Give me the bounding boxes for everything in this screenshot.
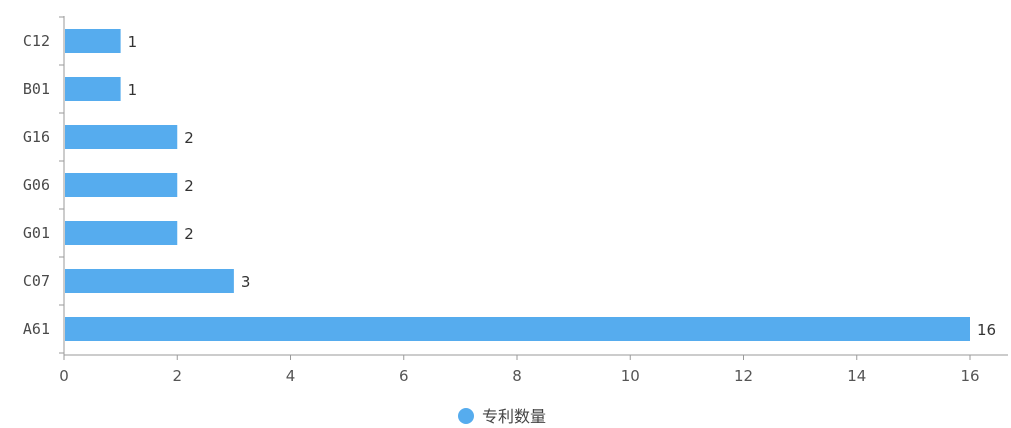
bar-a61[interactable] <box>65 317 970 341</box>
y-tick-label: G01 <box>23 224 50 242</box>
bar-g16[interactable] <box>65 125 177 149</box>
bar-c07[interactable] <box>65 269 234 293</box>
x-tick-label: 6 <box>399 367 409 385</box>
bar-g06[interactable] <box>65 173 177 197</box>
y-tick-label: G16 <box>23 128 50 146</box>
data-label: 2 <box>184 177 194 195</box>
data-label: 2 <box>184 225 194 243</box>
legend[interactable]: 专利数量 <box>458 407 546 426</box>
data-label: 2 <box>184 129 194 147</box>
legend-marker-icon <box>458 408 474 424</box>
y-tick-label: B01 <box>23 80 50 98</box>
bar-b01[interactable] <box>65 77 121 101</box>
y-tick-label: G06 <box>23 176 50 194</box>
data-label: 1 <box>128 33 138 51</box>
x-tick-label: 16 <box>960 367 979 385</box>
axes-layer <box>64 16 1008 355</box>
x-tick-label: 4 <box>286 367 296 385</box>
data-label: 16 <box>977 321 996 339</box>
legend-label: 专利数量 <box>482 407 546 426</box>
y-tick-label: A61 <box>23 320 50 338</box>
bar-g01[interactable] <box>65 221 177 245</box>
y-tick-label: C12 <box>23 32 50 50</box>
x-tick-label: 10 <box>621 367 640 385</box>
data-label: 1 <box>128 81 138 99</box>
x-tick-label: 12 <box>734 367 753 385</box>
bars-layer <box>65 29 970 341</box>
bar-c12[interactable] <box>65 29 121 53</box>
x-tick-label: 0 <box>59 367 69 385</box>
data-label: 3 <box>241 273 251 291</box>
x-tick-label: 2 <box>172 367 182 385</box>
x-tick-label: 8 <box>512 367 522 385</box>
y-tick-label: C07 <box>23 272 50 290</box>
x-tick-label: 14 <box>847 367 866 385</box>
